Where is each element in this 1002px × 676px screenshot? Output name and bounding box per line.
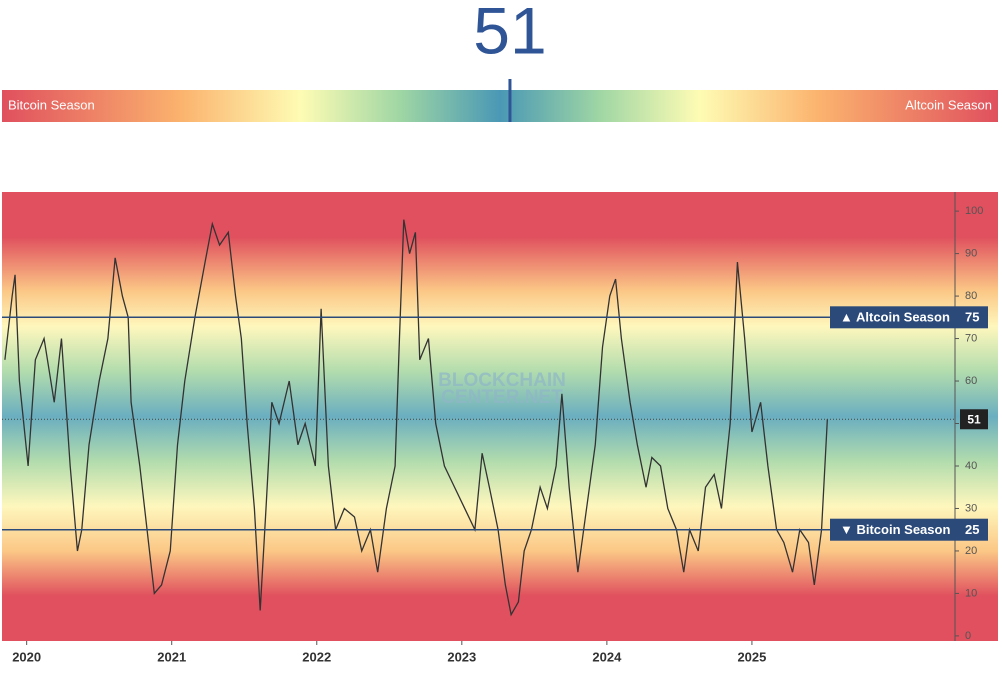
y-tick-label: 10 [965, 587, 977, 599]
x-tick-label: 2022 [302, 649, 331, 664]
index-line [4, 219, 829, 617]
gauge-label: Bitcoin Season [8, 97, 95, 112]
y-tick-label: 60 [965, 375, 977, 387]
gauge-bar [2, 90, 998, 122]
threshold-label: ▼ Bitcoin Season [840, 522, 950, 537]
threshold-value: 75 [965, 310, 979, 325]
threshold-tag [830, 518, 988, 541]
threshold-tag [830, 306, 988, 329]
x-tick-label: 2021 [157, 649, 186, 664]
x-tick-label: 2023 [447, 649, 476, 664]
x-tick-label: 2025 [737, 649, 766, 664]
current-label: 51 [967, 412, 981, 426]
y-tick-label: 40 [965, 460, 977, 472]
watermark: BLOCKCHAIN [438, 370, 566, 391]
y-tick-label: 70 [965, 332, 977, 344]
threshold-label: ▲ Altcoin Season [840, 310, 950, 325]
y-tick-label: 0 [965, 630, 971, 642]
y-tick-label: 80 [965, 290, 977, 302]
x-tick-label: 2024 [592, 649, 622, 664]
watermark: CENTER.NET [441, 387, 563, 408]
y-tick-label: 100 [965, 205, 983, 217]
x-tick-label: 2020 [12, 649, 41, 664]
gauge-label: Altcoin Season [905, 97, 992, 112]
threshold-value: 25 [965, 522, 979, 537]
y-tick-label: 30 [965, 502, 977, 514]
y-tick-label: 20 [965, 545, 977, 557]
y-tick-label: 90 [965, 248, 977, 260]
current-tag [960, 409, 988, 430]
big-value: 51 [473, 0, 546, 67]
plot-background [2, 192, 998, 641]
